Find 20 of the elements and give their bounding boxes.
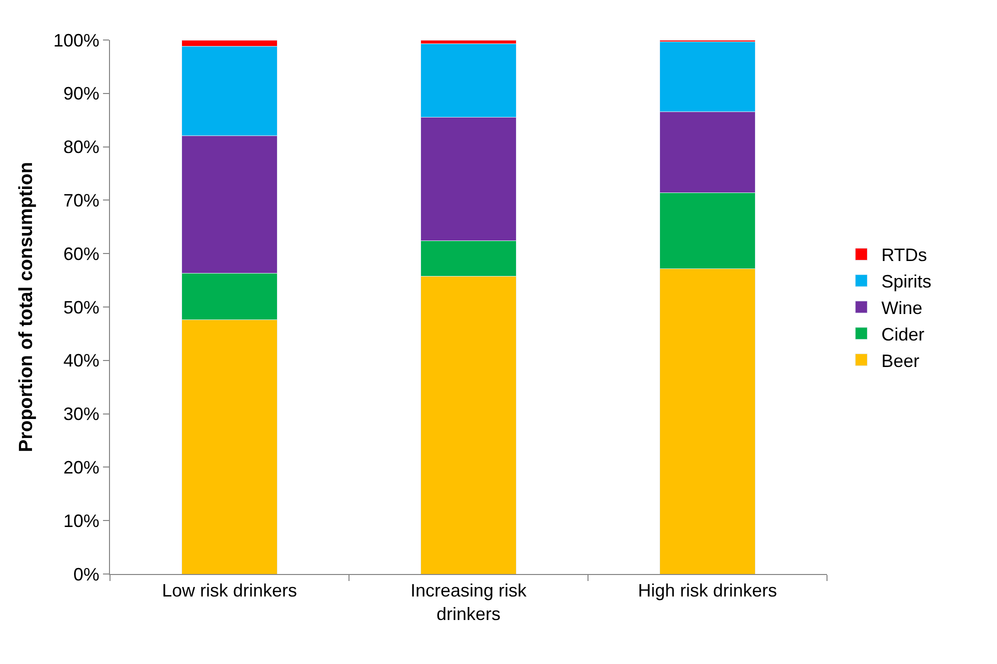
y-tick-label: 30% <box>63 404 100 424</box>
y-tick-label: 60% <box>63 244 100 264</box>
y-tick-label: 80% <box>63 137 100 158</box>
legend-label: Wine <box>881 298 922 318</box>
y-tick-label: 40% <box>63 350 100 371</box>
legend-label: Beer <box>881 350 920 371</box>
y-tick-label: 50% <box>63 297 100 318</box>
x-tick-label: High risk drinkers <box>638 580 778 601</box>
y-tick-label: 70% <box>63 190 100 210</box>
legend-label: Spirits <box>881 272 932 292</box>
legend-label: RTDs <box>881 245 928 266</box>
y-tick-label: 20% <box>63 458 100 478</box>
y-tick-label: 0% <box>73 564 100 584</box>
legend-label: Cider <box>881 324 924 344</box>
y-tick-label: 90% <box>63 84 100 104</box>
x-tick-label: Increasing risk drinkers <box>410 580 528 624</box>
y-tick-label: 10% <box>63 510 100 531</box>
y-axis-title: Proportion of total consumption <box>16 162 38 452</box>
y-tick-label: 100% <box>53 30 100 50</box>
x-tick-label: Low risk drinkers <box>162 580 298 601</box>
